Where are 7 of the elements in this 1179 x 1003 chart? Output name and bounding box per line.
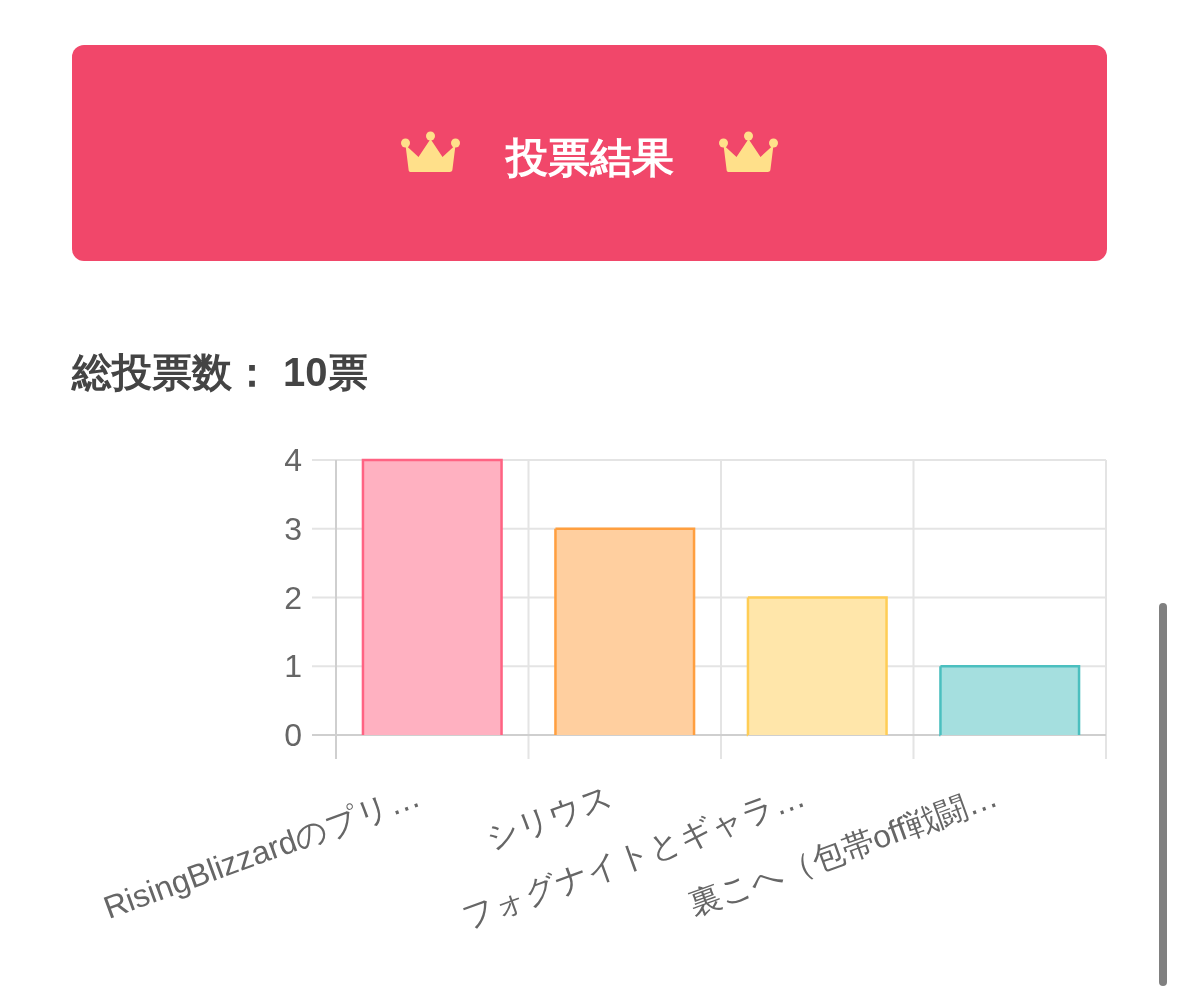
y-tick-label: 4 <box>284 442 302 478</box>
title: 投票結果 <box>505 134 674 181</box>
y-tick-label: 2 <box>284 579 302 616</box>
y-tick-label: 0 <box>284 717 302 753</box>
y-tick-label: 3 <box>284 510 302 547</box>
y-tick-label: 1 <box>284 648 302 685</box>
subtitle: 総投票数： 10票 <box>72 350 368 394</box>
